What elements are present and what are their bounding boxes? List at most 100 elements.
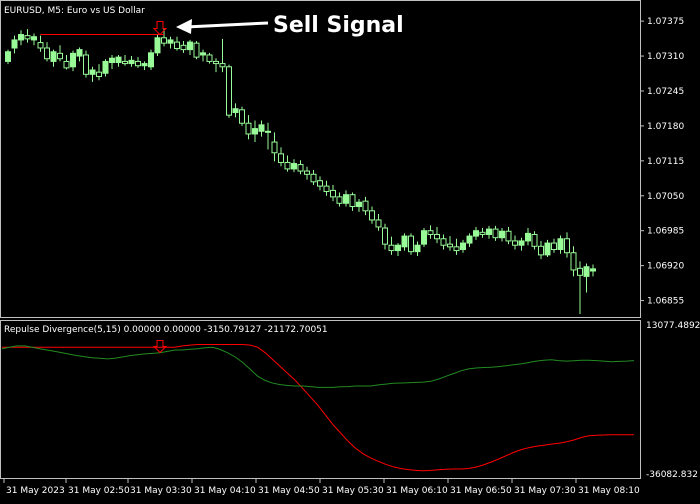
candle-body-bull [149,53,154,67]
indicator-pane-frame [1,321,641,479]
price-tick-label: 1.06855 [647,297,684,307]
candle-body-bear [389,245,394,250]
candle-body-bear [84,55,89,74]
candle-body-bear [350,195,355,207]
candle [194,41,199,59]
candle-body-bear [123,61,128,63]
candle-body-bear [64,61,69,67]
price-tick-label: 1.07180 [647,122,684,132]
candle-body-bull [357,202,362,206]
price-tick-label: 1.06985 [647,227,684,237]
price-tick-label: 1.07375 [647,17,684,27]
candle-body-bear [578,268,583,275]
candle-body-bull [545,243,550,255]
indicator-ytick-bottom: -36082.832 [646,470,698,480]
candle-body-bear [305,171,310,174]
candle-body-bear [552,243,557,249]
candle-body-bear [571,253,576,270]
candle-body-bear [480,232,485,234]
candle-body-bull [558,239,563,250]
candle [422,228,427,247]
time-tick-label: 31 May 03:30 [130,486,192,496]
candle [409,233,414,254]
candle-body-bear [324,186,329,191]
time-tick-label: 31 May 08:10 [578,486,640,496]
candle-body-bear [441,239,446,245]
symbol-title: EURUSD, M5: Euro vs US Dollar [4,6,145,16]
time-tick-label: 31 May 2023 [6,486,65,496]
candle-body-bear [207,55,212,61]
candle-body-bull [6,52,11,62]
candle-body-bull [188,42,193,50]
candle-body-bear [272,142,277,153]
candle-body-bull [402,236,407,247]
candle-body-bull [461,243,466,249]
candle-body-bull [500,231,505,237]
candle-body-bull [19,35,24,40]
price-axis: 1.073751.073101.072451.071801.071151.070… [640,17,684,306]
candle-body-bear [58,53,63,58]
candle-body-bull [233,109,238,113]
indicator-pane[interactable]: Repulse Divergence(5,15) 0.00000 0.00000… [1,321,700,481]
candle-body-bear [448,244,453,247]
price-tick-label: 1.06920 [647,262,684,272]
candle-body-bear [38,43,43,48]
candle-body-bear [45,48,50,59]
candle-body-bull [155,38,160,53]
candle-body-bull [51,52,56,62]
candle-body-bear [376,220,381,227]
candle-body-bull [292,164,297,169]
candle-body-bear [454,247,459,251]
candle-body-bull [415,245,420,251]
candle-body-bull [422,231,427,244]
indicator-title: Repulse Divergence(5,15) 0.00000 0.00000… [4,325,328,335]
candle-body-bear [565,239,570,253]
candle-body-bear [181,45,186,49]
candle [532,231,537,249]
candle-body-bear [227,67,232,115]
candle-body-bear [240,110,245,123]
candle-body-bull [90,70,95,74]
main-pane-frame [1,1,641,318]
candle-body-bear [409,236,414,252]
candle-body-bear [370,211,375,220]
candle-body-bull [467,236,472,243]
time-tick-label: 31 May 07:30 [514,486,576,496]
candle-body-bull [584,267,589,277]
price-tick-label: 1.07050 [647,192,684,202]
price-tick-label: 1.07115 [647,157,684,167]
candle [240,107,245,126]
candle-body-bear [194,43,199,57]
candle-body-bear [298,165,303,171]
candle-body-bull [32,37,37,40]
candle-body-bull [344,195,349,204]
candle-body-bull [474,231,479,236]
price-tick-label: 1.07310 [647,52,684,62]
candle-body-bull [526,233,531,241]
candle-body-bear [285,162,290,168]
annotation-label: Sell Signal [273,13,404,38]
time-tick-label: 31 May 06:50 [450,486,512,496]
candle-body-bear [318,181,323,186]
candle-body-bear [331,190,336,196]
candle [227,65,232,118]
candle-body-bear [363,201,368,211]
candle-body-bear [246,123,251,134]
candle-body-bull [591,269,596,271]
candle-body-bull [487,229,492,234]
candle-body-bear [435,234,440,238]
candle-body-bull [12,40,17,48]
main-price-pane[interactable]: EURUSD, M5: Euro vs US Dollar 1.07375 1.0… [1,1,685,318]
candle-body-bear [162,38,167,43]
candle-body-bull [103,61,108,73]
candle-body-bear [175,42,180,48]
candle-body-bear [97,72,102,76]
time-tick-label: 31 May 04:50 [258,486,320,496]
candle-body-bear [506,231,511,241]
candle-body-bull [110,58,115,62]
candle [84,51,89,78]
candle-body-bear [428,231,433,235]
